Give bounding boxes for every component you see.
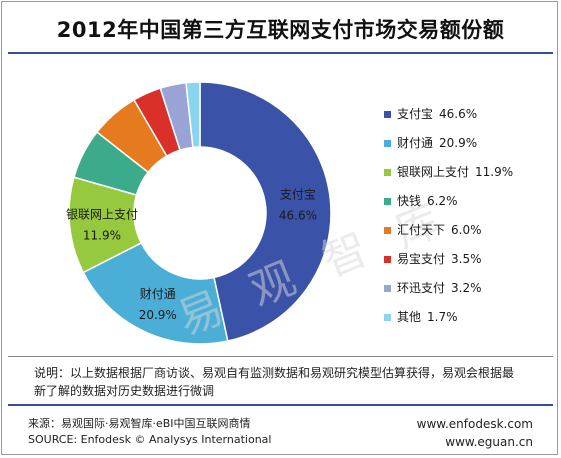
chart-legend: 支付宝 46.6% 财付通 20.9% 银联网上支付 11.9% 快钱 6.2% 汇付天下 6.0… xyxy=(384,106,554,338)
legend-series-name: 银联网上支付 xyxy=(397,165,470,179)
legend-item-0: 支付宝 46.6% xyxy=(384,106,554,135)
legend-item-1: 财付通 20.9% xyxy=(384,135,554,164)
legend-label: 环迅支付 3.2% xyxy=(397,280,482,296)
enfodesk-site: www.enfodesk.com xyxy=(416,417,533,431)
legend-label: 易宝支付 3.5% xyxy=(397,251,482,267)
legend-series-name: 汇付天下 xyxy=(397,223,446,237)
donut-slice-1 xyxy=(82,241,229,345)
legend-swatch xyxy=(384,256,391,263)
legend-series-value: 3.5% xyxy=(451,252,482,266)
legend-series-value: 11.9% xyxy=(475,165,514,179)
donut-slice-0 xyxy=(199,81,332,342)
eguan-site: www.eguan.cn xyxy=(445,435,533,449)
legend-item-5: 易宝支付 3.5% xyxy=(384,251,554,280)
legend-swatch xyxy=(384,227,391,234)
legend-series-value: 1.7% xyxy=(427,310,458,324)
legend-series-name: 环迅支付 xyxy=(397,281,446,295)
legend-label: 支付宝 46.6% xyxy=(397,106,477,122)
legend-swatch xyxy=(384,314,391,321)
source-english: SOURCE: Enfodesk © Analysys Internationa… xyxy=(28,433,272,446)
legend-series-value: 46.6% xyxy=(439,107,478,121)
slice-value-label-1: 20.9% xyxy=(139,308,177,322)
legend-series-name: 其他 xyxy=(397,310,422,324)
source-chinese: 来源：易观国际·易观智库·eBI中国互联网商情 xyxy=(28,417,251,430)
legend-series-name: 快钱 xyxy=(397,194,422,208)
slice-value-label-0: 46.6% xyxy=(279,208,317,222)
legend-series-value: 6.2% xyxy=(427,194,458,208)
legend-item-4: 汇付天下 6.0% xyxy=(384,222,554,251)
legend-item-2: 银联网上支付 11.9% xyxy=(384,164,554,193)
legend-series-value: 3.2% xyxy=(451,281,482,295)
legend-swatch xyxy=(384,140,391,147)
chart-title: 2012年中国第三方互联网支付市场交易额份额 xyxy=(56,18,505,42)
slice-name-label-1: 财付通 xyxy=(140,287,176,301)
legend-swatch xyxy=(384,198,391,205)
legend-label: 汇付天下 6.0% xyxy=(397,222,482,238)
legend-series-name: 支付宝 xyxy=(397,107,434,121)
legend-label: 其他 1.7% xyxy=(397,309,458,325)
slice-name-label-0: 支付宝 xyxy=(280,187,316,201)
legend-item-6: 环迅支付 3.2% xyxy=(384,280,554,309)
legend-swatch xyxy=(384,285,391,292)
title-divider xyxy=(8,52,553,54)
legend-swatch xyxy=(384,111,391,118)
slice-name-label-2: 银联网上支付 xyxy=(66,208,138,222)
legend-series-value: 6.0% xyxy=(451,223,482,237)
slice-value-label-2: 11.9% xyxy=(83,229,121,243)
legend-item-3: 快钱 6.2% xyxy=(384,193,554,222)
donut-slice-7 xyxy=(185,81,201,149)
legend-series-value: 20.9% xyxy=(439,136,478,150)
legend-label: 银联网上支付 11.9% xyxy=(397,164,513,180)
legend-label: 财付通 20.9% xyxy=(397,135,477,151)
footer-divider xyxy=(8,404,553,406)
explanation-note: 说明：以上数据根据厂商访谈、易观自有监测数据和易观研究模型估算获得，易观会根据最… xyxy=(34,366,515,398)
legend-label: 快钱 6.2% xyxy=(397,193,458,209)
legend-item-7: 其他 1.7% xyxy=(384,309,554,338)
legend-series-name: 财付通 xyxy=(397,136,434,150)
note-divider xyxy=(8,356,553,357)
legend-swatch xyxy=(384,169,391,176)
legend-series-name: 易宝支付 xyxy=(397,252,446,266)
